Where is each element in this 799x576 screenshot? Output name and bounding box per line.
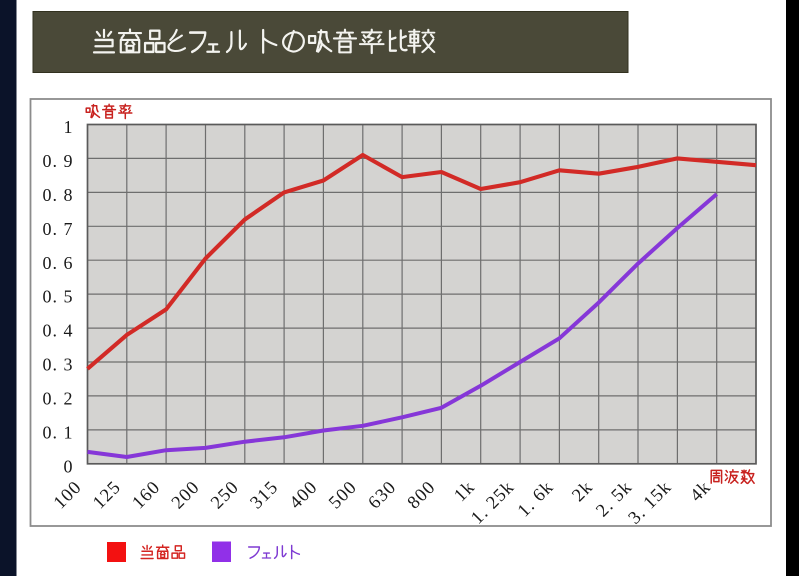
svg-text:0. 4: 0. 4 bbox=[43, 321, 74, 341]
svg-text:0. 5: 0. 5 bbox=[43, 287, 74, 307]
svg-text:0. 8: 0. 8 bbox=[43, 185, 74, 205]
svg-text:0. 6: 0. 6 bbox=[43, 253, 74, 273]
svg-text:0: 0 bbox=[64, 456, 74, 476]
svg-text:0. 7: 0. 7 bbox=[43, 219, 74, 239]
svg-text:1: 1 bbox=[64, 117, 74, 137]
svg-text:0. 2: 0. 2 bbox=[43, 389, 74, 409]
svg-text:0. 9: 0. 9 bbox=[43, 151, 74, 171]
svg-text:0. 3: 0. 3 bbox=[43, 355, 74, 375]
svg-text:0. 1: 0. 1 bbox=[43, 423, 74, 443]
